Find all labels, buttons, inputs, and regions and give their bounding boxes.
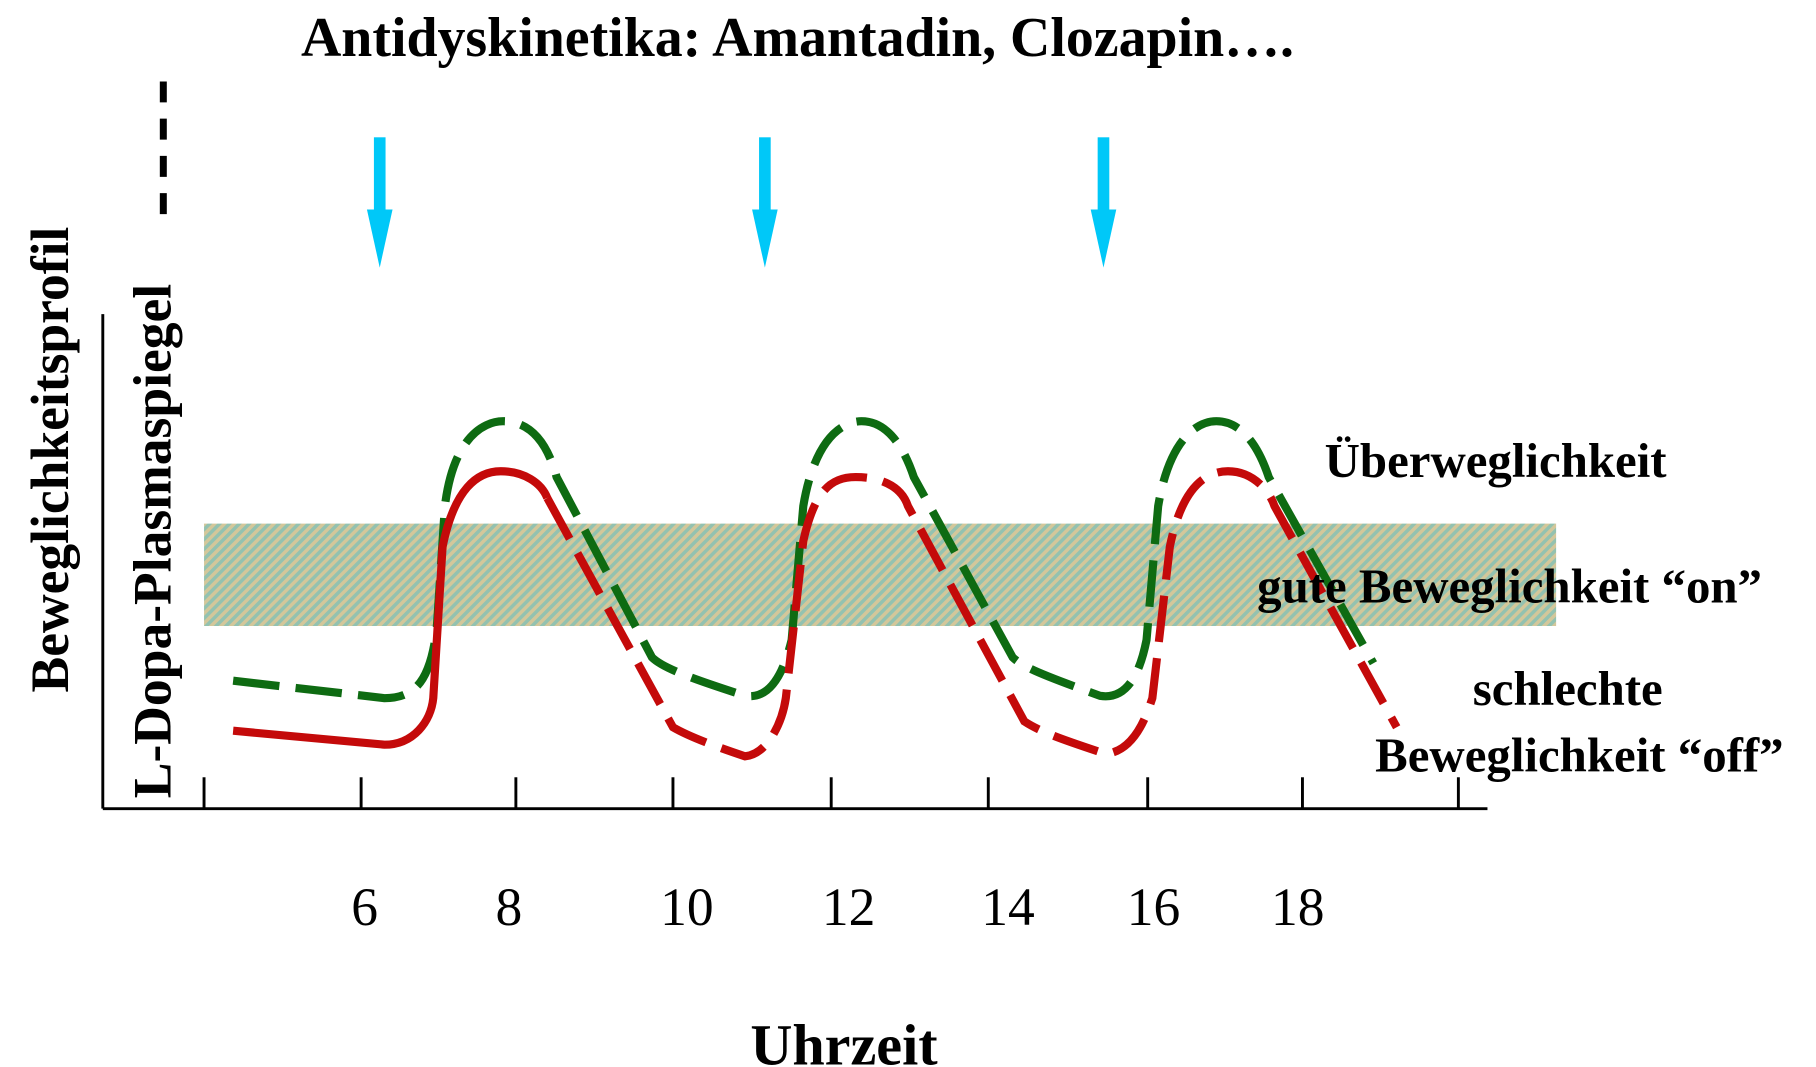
plasma-curve <box>232 467 552 749</box>
x-tick-label: 10 <box>660 877 714 937</box>
arrows <box>366 137 1117 268</box>
mobility-curve <box>232 417 1377 703</box>
zone-label: gute Beweglichkeit “on” <box>1257 559 1762 614</box>
axes <box>101 314 1488 811</box>
x-label: Uhrzeit <box>750 1013 938 1067</box>
x-tick-label: 18 <box>1271 877 1325 937</box>
y-label: Beweglichkeitsprofil <box>20 227 80 693</box>
zone-label: Beweglichkeit “off” <box>1375 727 1783 782</box>
zone-label: schlechte <box>1473 661 1663 716</box>
x-tick-label: 8 <box>496 877 523 937</box>
x-tick-label: 14 <box>981 877 1035 937</box>
x-tick-label: 12 <box>822 877 876 937</box>
zone-label: Überweglichkeit <box>1325 433 1668 488</box>
x-tick-label: 6 <box>351 877 378 937</box>
y-label: L-Dopa-Plasmaspiegel <box>122 284 182 798</box>
title: Antidyskinetika: Amantadin, Clozapin…. <box>301 7 1294 69</box>
x-tick-label: 16 <box>1127 877 1181 937</box>
plasma-curve <box>543 467 1401 761</box>
